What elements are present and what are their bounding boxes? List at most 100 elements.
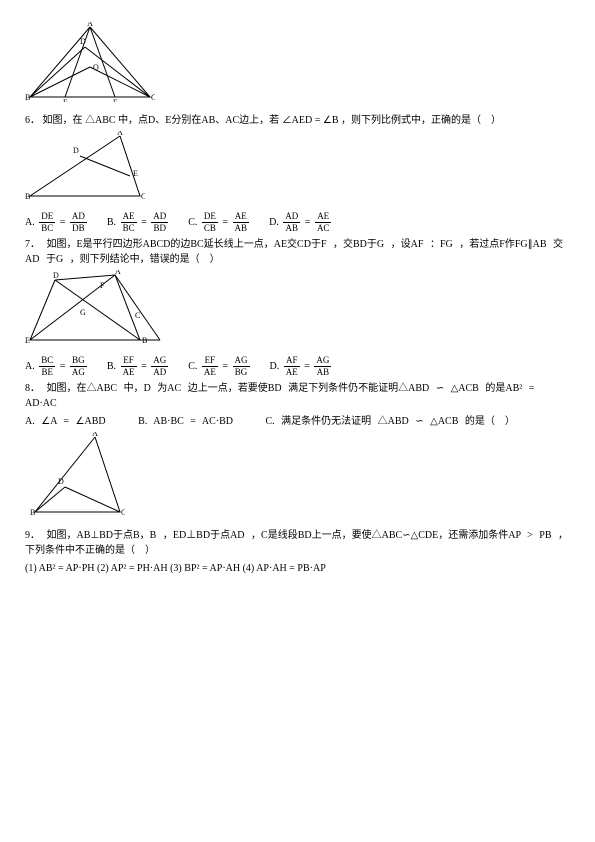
q6-options: A. DEBC = ADDB B. AEBC = ADBD C. DECB = …	[25, 212, 570, 233]
f: AG	[314, 356, 331, 367]
svg-text:G: G	[80, 308, 86, 317]
t: 边上一点，若要使	[188, 383, 268, 394]
svg-text:D: D	[53, 271, 59, 280]
t: 如图，E是平行四边形ABCD的边BC延长线上一点，AE交CD于	[47, 239, 321, 250]
svg-text:C: C	[135, 311, 140, 320]
svg-text:E: E	[63, 98, 68, 102]
f: CB	[202, 223, 218, 233]
svg-text:C: C	[151, 93, 155, 102]
svg-text:C: C	[141, 192, 145, 201]
opt-d-label: D.	[269, 217, 279, 228]
p: 8．	[25, 383, 40, 394]
f: AD	[283, 212, 300, 223]
t: ：	[430, 239, 440, 250]
t: 的是（ ）	[465, 416, 515, 427]
b: BD	[268, 383, 282, 394]
q6-tafter: ，则下列比例式中，正确的是（ ）	[341, 115, 501, 126]
b: AP > PB	[508, 530, 551, 541]
f: AG	[70, 367, 87, 377]
f: AE	[121, 367, 137, 377]
svg-text:B: B	[30, 508, 35, 517]
l: A.	[25, 361, 35, 372]
svg-text:A: A	[87, 22, 93, 28]
b: AF	[411, 239, 424, 250]
q6-box2: ∠AED = ∠B	[282, 115, 339, 126]
t: 交	[553, 239, 563, 250]
svg-text:A: A	[115, 270, 121, 276]
f: AE	[202, 367, 218, 377]
f: AD	[70, 212, 87, 223]
opt-b-label: B.	[107, 217, 116, 228]
q7-options: A. BCBE = BGAG B. EFAE = AGAD C. EFAE = …	[25, 356, 570, 377]
t: ，设	[391, 239, 411, 250]
svg-text:D: D	[58, 477, 64, 486]
q6-prefix: 6．	[25, 115, 40, 126]
p: 9．	[25, 530, 40, 541]
b: B	[150, 530, 157, 541]
svg-text:D: D	[80, 37, 86, 46]
f: AB	[233, 223, 250, 233]
b: FG	[440, 239, 453, 250]
f: AF	[284, 356, 300, 367]
q6-t1: 如图，在	[43, 115, 83, 126]
l: B.	[107, 361, 116, 372]
f: BD	[151, 223, 168, 233]
f: DE	[202, 212, 218, 223]
b: AB·BC = AC·BD	[153, 416, 233, 427]
t: 满足下列条件仍不能证明	[288, 383, 398, 394]
figure-1: A B C D O E F	[25, 22, 570, 107]
f: EF	[202, 356, 218, 367]
l: B.	[138, 416, 147, 427]
q7-prefix: 7．	[25, 239, 40, 250]
f: DB	[70, 223, 87, 233]
figure-4: A B C D	[25, 432, 570, 522]
svg-text:F: F	[113, 98, 118, 102]
t: 如图，在	[47, 383, 87, 394]
opt-a-label: A.	[25, 217, 35, 228]
b: AD	[230, 530, 244, 541]
f: AE	[121, 212, 137, 223]
b: D	[144, 383, 151, 394]
q6-tmid: 中，点D、E分别在AB、AC边上，若	[118, 115, 279, 126]
svg-text:A: A	[117, 131, 123, 137]
f: BC	[121, 223, 137, 233]
svg-text:E: E	[133, 169, 138, 178]
q9-stem: 9． 如图，AB⊥BD于点B，B ，ED⊥BD于点AD ，C是线段BD上一点，要…	[25, 528, 570, 558]
b: FG∥AB	[515, 239, 547, 250]
t: 如图，AB⊥BD于点B，	[47, 530, 150, 541]
svg-text:E: E	[25, 336, 30, 345]
f: BG	[233, 367, 250, 377]
figure-3: D A E B C F G	[25, 270, 570, 350]
f: AE	[284, 367, 300, 377]
t: ，若过点F作	[459, 239, 515, 250]
opt-c-label: C.	[188, 217, 197, 228]
b: ∠A = ∠ABD	[41, 416, 105, 427]
figure-2: A B C D E	[25, 131, 570, 206]
f: BG	[70, 356, 87, 367]
q8-stem: 8． 如图，在△ABC 中，D 为AC 边上一点，若要使BD 满足下列条件仍不能…	[25, 381, 570, 411]
b: AC	[167, 383, 181, 394]
f: AB	[314, 367, 331, 377]
svg-text:O: O	[93, 63, 99, 72]
svg-text:B: B	[142, 336, 147, 345]
f: AG	[233, 356, 250, 367]
b: AD	[25, 254, 39, 265]
svg-text:F: F	[100, 281, 105, 290]
l: C. 满足条件仍无法证明	[265, 416, 371, 427]
b: G	[377, 239, 384, 250]
svg-text:D: D	[73, 146, 79, 155]
q7-stem: 7． 如图，E是平行四边形ABCD的边BC延长线上一点，AE交CD于F ，交BD…	[25, 237, 570, 267]
f: BE	[39, 367, 55, 377]
svg-text:B: B	[25, 93, 30, 102]
triangle-svg-1: A B C D O E F	[25, 22, 155, 102]
svg-text:A: A	[92, 432, 98, 438]
q6-stem: 6． 如图，在 △ABC 中，点D、E分别在AB、AC边上，若 ∠AED = ∠…	[25, 113, 570, 128]
b: △ABD ∽ △ACB	[378, 416, 459, 427]
t: ，则下列结论中，错误的是（ ）	[70, 254, 220, 265]
f: BC	[39, 356, 55, 367]
b: △ABD ∽ △ACB	[398, 383, 479, 394]
t: ，C是线段BD上一点，要使△ABC∽△CDE，还需添加条件	[251, 530, 508, 541]
f: AD	[151, 212, 168, 223]
f: AE	[315, 212, 332, 223]
l: D.	[270, 361, 280, 372]
